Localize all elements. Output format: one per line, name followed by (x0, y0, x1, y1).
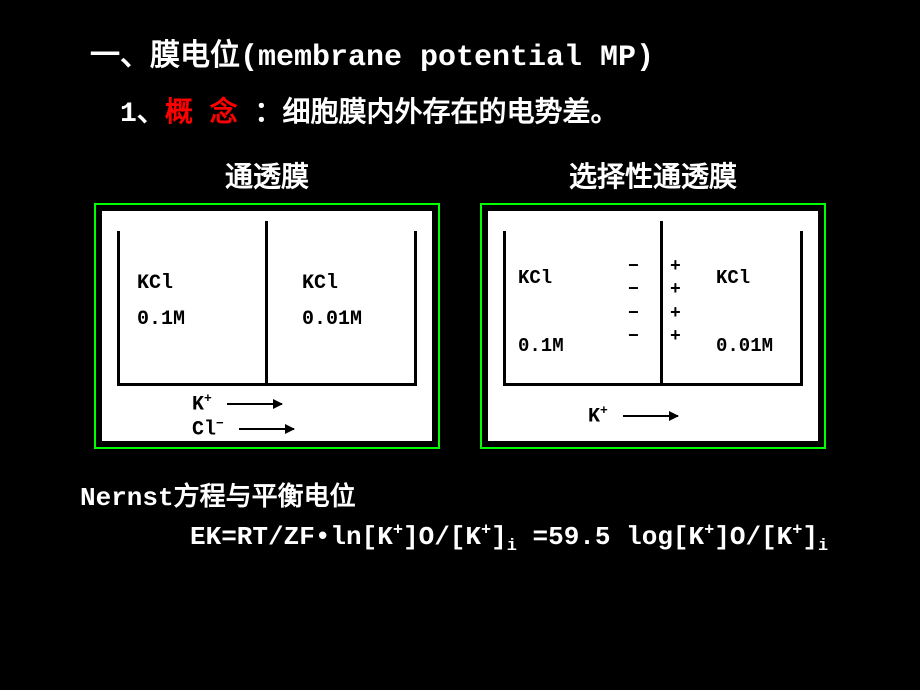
diagram2-frame: KCl 0.1M KCl 0.01M − − − − + + + + K+ (480, 203, 826, 449)
conc-label: 0.01M (716, 335, 773, 357)
conc-label: 0.1M (518, 335, 564, 357)
ion-symbol: Cl (192, 419, 216, 442)
eq-sub: i (507, 537, 517, 556)
wall (414, 231, 417, 386)
slide-content: 一、膜电位(membrane potential MP) 1、概 念 ：细胞膜内… (0, 0, 920, 580)
eq-part: ]O/[K (403, 522, 481, 552)
nernst-equation: Nernst方程与平衡电位 EK=RT/ZF•ln[K+]O/[K+]i =59… (80, 479, 880, 560)
concept-label: 概 念 (165, 99, 238, 130)
eq-part: ]O/[K (714, 522, 792, 552)
diagram1-frame: KCl 0.1M KCl 0.01M K+ Cl− (94, 203, 440, 449)
ion-charge: − (216, 416, 224, 431)
arrow-icon (227, 403, 282, 405)
title-en: (membrane potential MP) (240, 41, 654, 75)
diagrams-row: 通透膜 KCl 0.1M KCl 0.01M K+ (40, 155, 880, 449)
ion-symbol: K (192, 394, 204, 417)
main-title: 一、膜电位(membrane potential MP) (90, 30, 880, 75)
cl-ion-arrow: Cl− (192, 416, 294, 442)
kcl-label: KCl (137, 272, 173, 295)
plus-charges: + + + + (670, 256, 681, 350)
eq-sup: + (393, 521, 403, 540)
arrow-icon (623, 415, 678, 417)
equation-formula: EK=RT/ZF•ln[K+]O/[K+]i =59.5 log[K+]O/[K… (190, 518, 880, 560)
eq-sup: + (704, 521, 714, 540)
minus-charges: − − − − (628, 256, 639, 350)
eq-sub: i (818, 537, 828, 556)
kcl-label: KCl (302, 272, 338, 295)
diagram2-left-cell: KCl 0.1M (518, 261, 564, 364)
conc-label: 0.1M (137, 308, 185, 331)
ion-charge: + (204, 391, 212, 406)
wall (117, 231, 120, 386)
eq-part: ] (802, 522, 818, 552)
diagram1-left-cell: KCl 0.1M (137, 266, 185, 338)
kcl-label: KCl (518, 267, 552, 289)
wall (503, 383, 803, 386)
conc-label: 0.01M (302, 308, 362, 331)
diagram1-right-cell: KCl 0.01M (302, 266, 362, 338)
eq-part: =59.5 log[K (517, 522, 704, 552)
diagram1-title: 通透膜 (225, 155, 309, 195)
eq-part: EK=RT/ZF•ln[K (190, 522, 393, 552)
eq-part: ] (491, 522, 507, 552)
diagram-permeable: 通透膜 KCl 0.1M KCl 0.01M K+ (94, 155, 440, 449)
equation-title: Nernst方程与平衡电位 (80, 479, 880, 518)
membrane (660, 221, 663, 386)
diagram2-inner: KCl 0.1M KCl 0.01M − − − − + + + + K+ (488, 211, 818, 441)
k-ion-arrow: K+ (192, 391, 282, 417)
concept-colon: ： (238, 99, 283, 130)
membrane (265, 221, 268, 386)
concept-definition: 细胞膜内外存在的电势差。 (282, 99, 618, 130)
kcl-label: KCl (716, 267, 750, 289)
concept-number: 1、 (120, 99, 165, 130)
concept-line: 1、概 念 ：细胞膜内外存在的电势差。 (120, 90, 880, 130)
diagram2-right-cell: KCl 0.01M (716, 261, 773, 364)
arrow-icon (239, 428, 294, 430)
eq-sup: + (792, 521, 802, 540)
diagram-selective: 选择性通透膜 KCl 0.1M KCl 0.01M − − − − (480, 155, 826, 449)
k-ion-arrow: K+ (588, 403, 678, 429)
wall (503, 231, 506, 386)
diagram2-title: 选择性通透膜 (569, 155, 737, 195)
eq-sup: + (481, 521, 491, 540)
wall (800, 231, 803, 386)
ion-symbol: K (588, 406, 600, 429)
title-number: 一、 (90, 41, 150, 75)
diagram1-inner: KCl 0.1M KCl 0.01M K+ Cl− (102, 211, 432, 441)
ion-charge: + (600, 403, 608, 418)
title-cn: 膜电位 (150, 41, 240, 75)
